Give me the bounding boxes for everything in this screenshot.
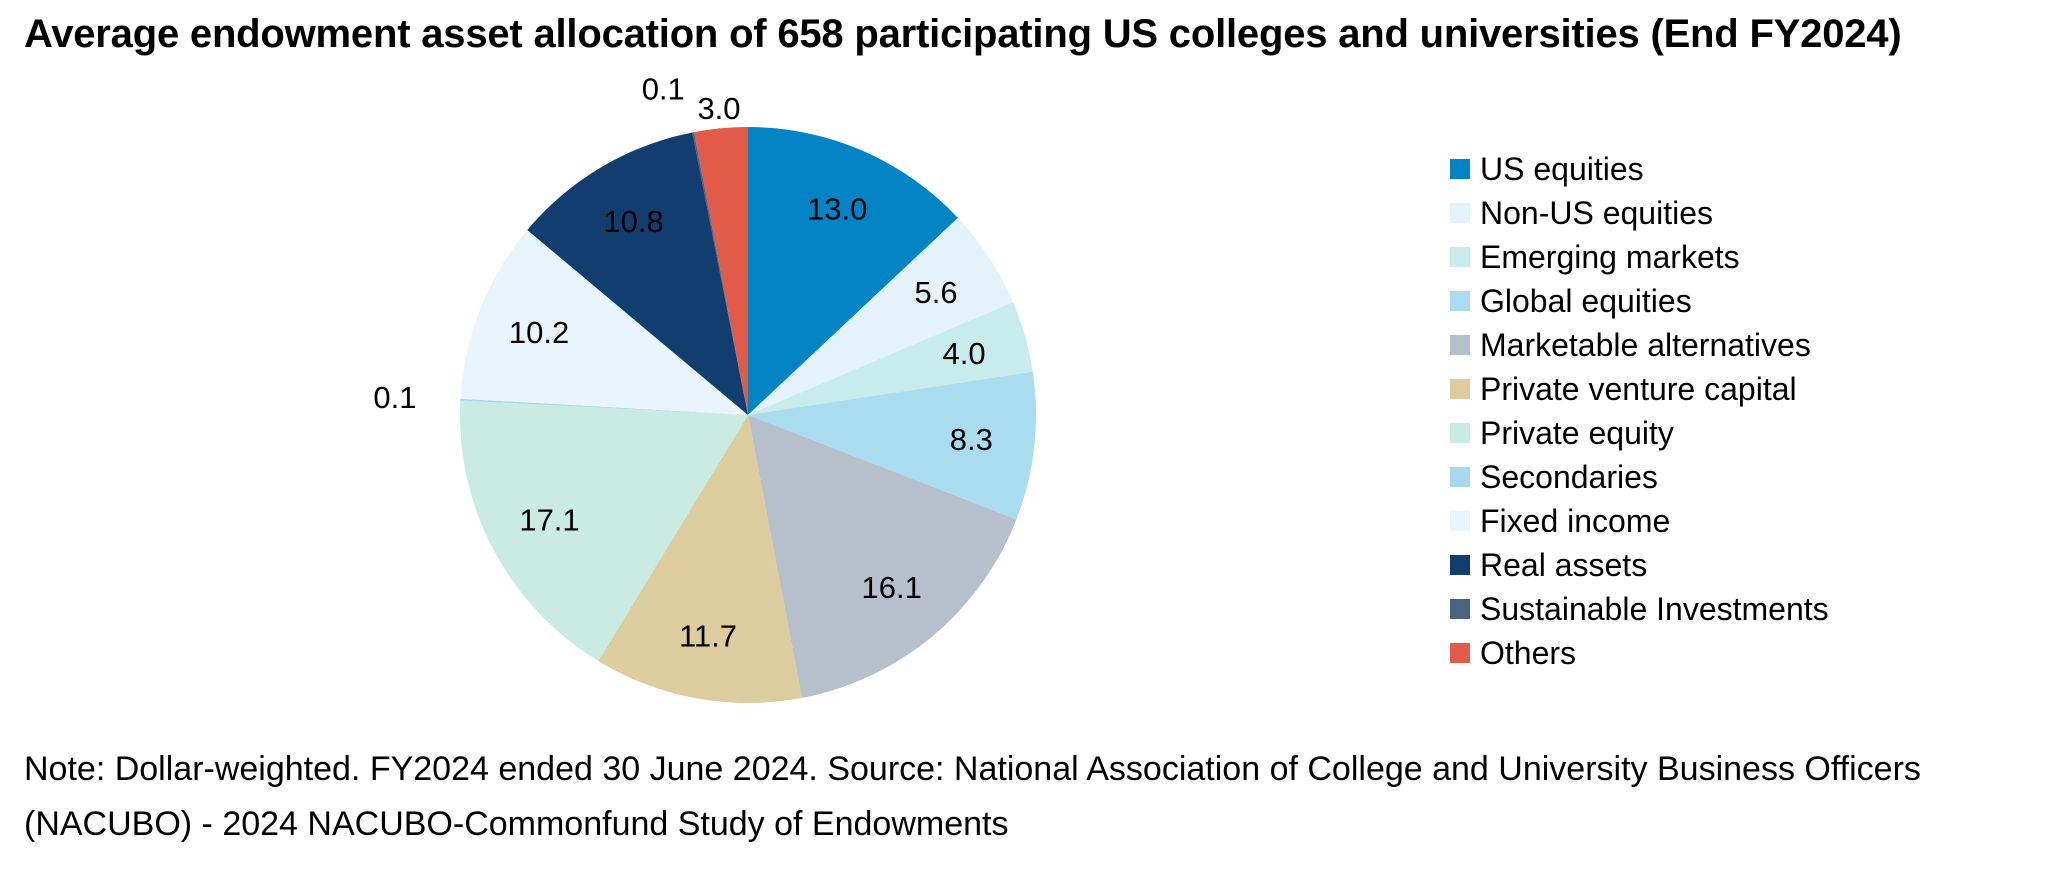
legend-swatch [1450,159,1470,179]
data-label: 10.8 [603,204,663,239]
pie-slice-emerging-markets [748,302,1033,415]
legend-label: Private equity [1480,414,1674,451]
data-label: 10.2 [509,315,569,350]
pie-labels: 13.0 5.6 4.0 8.3 16.1 11.7 17.1 0.1 10.2 10.8 0.1 3… [373,72,992,654]
data-label: 0.1 [642,72,685,107]
legend-swatch [1450,335,1470,355]
pie-slices [459,127,1036,704]
data-label: 8.3 [950,422,993,457]
data-label: 0.1 [373,380,416,415]
data-label: 16.1 [862,570,922,605]
chart-title: Average endowment asset allocation of 65… [24,12,1902,56]
pie-slice-private-equity [459,400,748,662]
legend-item: Secondaries [1450,455,1829,499]
legend-item: US equities [1450,147,1829,191]
legend-label: US equities [1480,150,1644,187]
legend-label: Real assets [1480,546,1648,583]
pie-slice-others [694,127,748,415]
legend-item: Real assets [1450,543,1829,587]
pie-slice-non-us-equities [748,217,1014,415]
legend-swatch [1450,467,1470,487]
legend-swatch [1450,379,1470,399]
legend-item: Global equities [1450,279,1829,323]
pie-slice-private-venture-capital [598,415,802,704]
pie-slice-secondaries [460,398,748,415]
pie-slice-global-equities [748,371,1036,520]
pie-slice-sustainable-investments [692,132,748,415]
legend-label: Non-US equities [1480,194,1713,231]
legend-label: Sustainable Investments [1480,590,1829,627]
legend-label: Secondaries [1480,458,1658,495]
legend-swatch [1450,511,1470,531]
legend-swatch [1450,203,1470,223]
legend-label: Global equities [1480,282,1692,319]
pie-slice-marketable-alternatives [748,415,1017,698]
data-label: 13.0 [807,191,867,226]
legend-swatch [1450,555,1470,575]
legend-item: Marketable alternatives [1450,323,1829,367]
pie-slice-real-assets [527,132,748,415]
legend-swatch [1450,599,1470,619]
chart-note: Note: Dollar-weighted. FY2024 ended 30 J… [24,750,1921,843]
data-label: 17.1 [519,503,579,538]
data-label: 4.0 [943,336,986,371]
legend-item: Sustainable Investments [1450,587,1829,631]
legend-label: Private venture capital [1480,370,1797,407]
legend-item: Non-US equities [1450,191,1829,235]
pie-slice-us-equities [748,127,958,415]
legend-item: Private venture capital [1450,367,1829,411]
legend-swatch [1450,247,1470,267]
legend-item: Private equity [1450,411,1829,455]
legend-item: Emerging markets [1450,235,1829,279]
legend-swatch [1450,643,1470,663]
legend-swatch [1450,291,1470,311]
data-label: 5.6 [915,275,958,310]
legend-swatch [1450,423,1470,443]
data-label: 11.7 [679,619,737,654]
legend-label: Fixed income [1480,502,1671,539]
legend-label: Marketable alternatives [1480,326,1811,363]
pie-slice-fixed-income [460,230,748,415]
data-label: 3.0 [697,91,740,126]
legend: US equities Non-US equities Emerging mar… [1450,147,1829,675]
legend-item: Others [1450,631,1829,675]
legend-label: Emerging markets [1480,238,1740,275]
legend-label: Others [1480,634,1577,671]
legend-item: Fixed income [1450,499,1829,543]
